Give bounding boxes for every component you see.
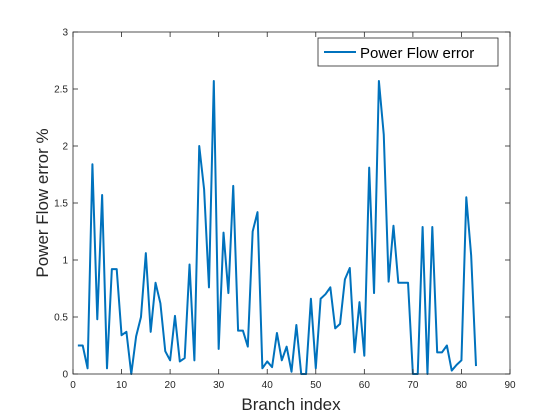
- x-tick-label: 20: [165, 380, 177, 391]
- y-tick-label: 2.5: [54, 85, 68, 96]
- x-axis-title: Branch index: [241, 395, 341, 414]
- x-tick-label: 0: [70, 380, 76, 391]
- series-layer: [77, 80, 478, 375]
- x-tick-label: 30: [213, 380, 225, 391]
- x-tick-label: 90: [504, 380, 516, 391]
- y-axis-title: Power Flow error %: [33, 128, 52, 277]
- x-tick-label: 50: [310, 380, 322, 391]
- x-tick-label: 60: [359, 380, 371, 391]
- plot-area: [73, 32, 510, 374]
- y-tick-label: 1.5: [54, 199, 68, 210]
- y-tick-label: 3: [62, 28, 68, 39]
- x-tick-label: 10: [116, 380, 128, 391]
- x-tick-label: 70: [407, 380, 419, 391]
- y-tick-label: 0: [62, 370, 68, 381]
- series-line-0: [77, 80, 478, 375]
- ticks-layer: 0 10 20 30 40 50 60 70 80 90 0 0.5 1 1.5 2 2.5 3: [54, 28, 516, 392]
- x-tick-label: 80: [456, 380, 468, 391]
- legend-label: Power Flow error: [360, 45, 474, 62]
- y-tick-label: 0.5: [54, 313, 68, 324]
- x-tick-label: 40: [262, 380, 274, 391]
- legend: Power Flow error: [317, 37, 499, 67]
- y-tick-label: 2: [62, 142, 68, 153]
- y-tick-label: 1: [62, 256, 68, 267]
